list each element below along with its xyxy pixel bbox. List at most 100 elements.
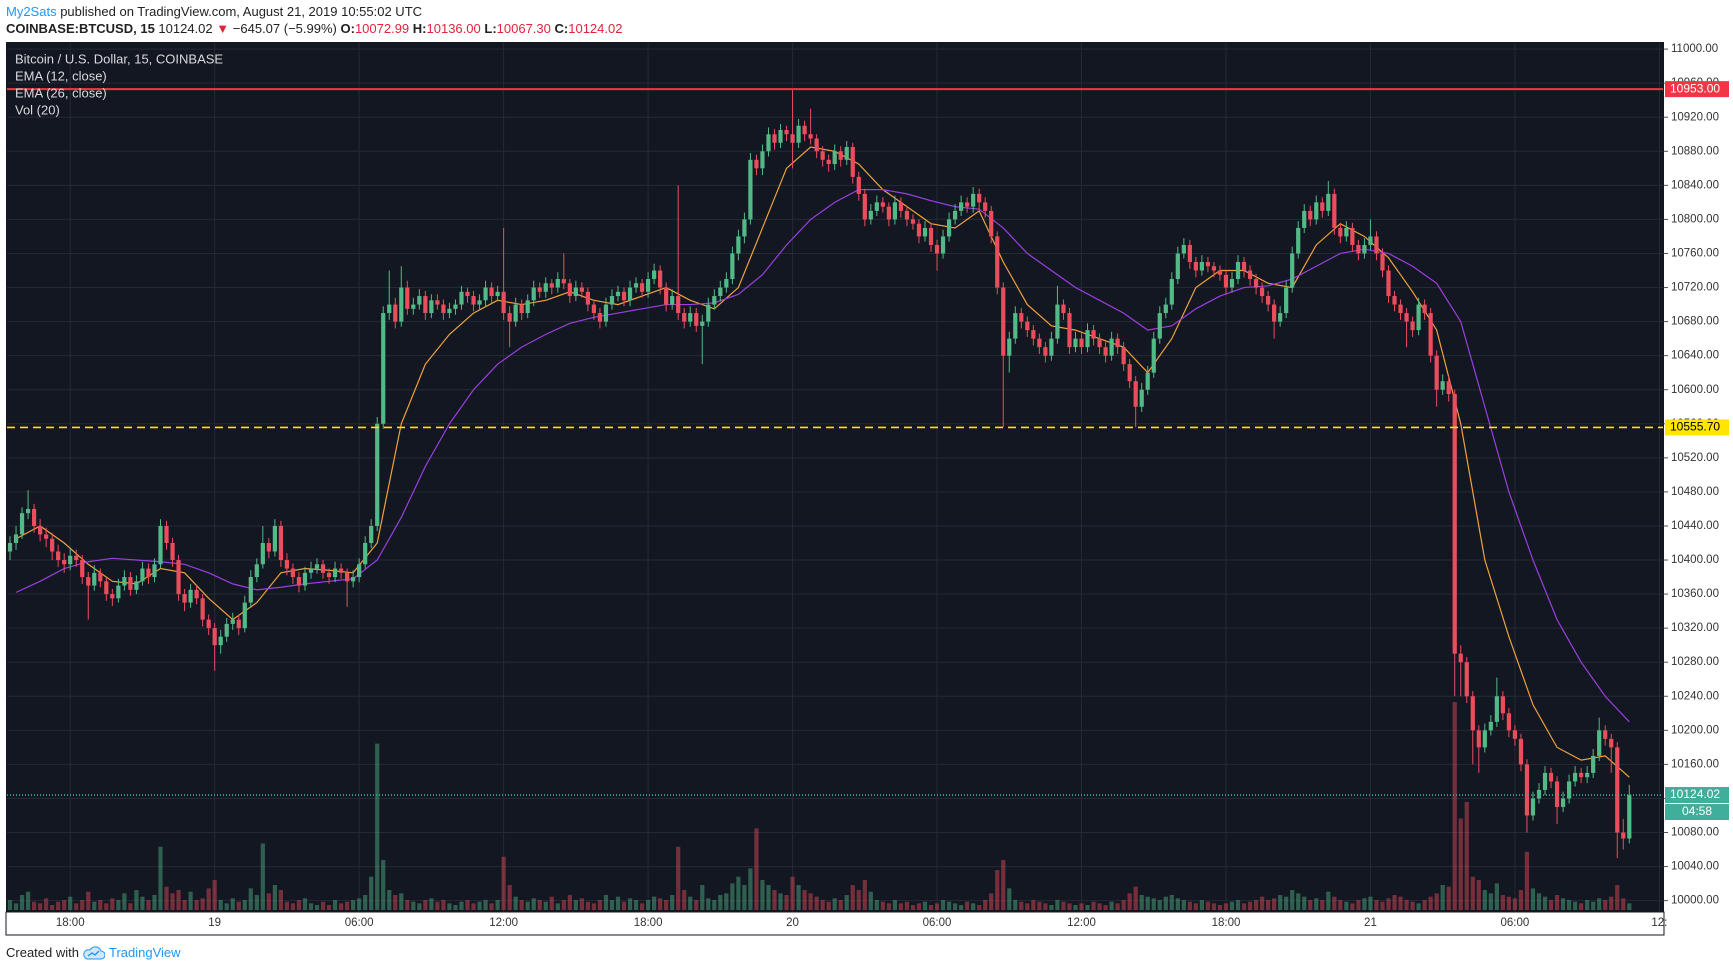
y-tick-label: 10760.00 [1671,248,1719,260]
candle-body [1049,338,1054,356]
price-label-bg [1665,81,1729,98]
volume-bar [1061,901,1066,910]
volume-bar [1296,893,1301,910]
volume-bar [423,900,428,910]
y-tick-label: 10680.00 [1671,316,1719,328]
volume-bar [405,900,410,910]
volume-bar [1145,896,1150,910]
candle-body [146,568,151,578]
volume-bar [1001,860,1006,910]
candle-body [585,291,591,305]
volume-bar [411,901,416,910]
footer-brand[interactable]: TradingView [108,945,181,960]
candle-body [1452,393,1457,654]
candle-body [995,236,1000,288]
volume-bar [1139,895,1144,910]
legend-title: Bitcoin / U.S. Dollar, 15, COINBASE [15,51,223,66]
volume-bar [549,896,554,910]
candle-body [1368,236,1373,245]
volume-bar [754,828,759,910]
candle-body [1121,347,1126,365]
candle-body [1290,253,1295,288]
volume-bar [910,905,916,910]
volume-bar [471,903,476,910]
candle-body [1398,304,1403,314]
candle-body [1579,772,1584,778]
candle-body [266,542,271,552]
volume-bar [977,905,982,910]
legend-ema12: EMA (12, close) [15,68,107,83]
volume-bar [345,901,350,910]
volume-bar [86,891,91,910]
y-tick-label: 10040.00 [1671,861,1719,873]
candle-body [1031,330,1036,339]
candle-body [1061,304,1066,314]
candle-body [814,138,819,152]
volume-bar [724,893,729,910]
volume-bar [68,896,73,910]
candle-body [19,513,25,535]
candle-body [50,538,55,552]
candle-body [338,568,344,573]
candle-body [1193,261,1198,271]
volume-bar [393,895,398,910]
x-tick-label: 18:00 [634,917,663,929]
volume-bar [802,890,807,910]
x-tick-label: 06:00 [345,917,374,929]
volume-bar [363,895,368,910]
x-tick-label: 18:00 [1212,917,1241,929]
volume-bar [1235,900,1241,910]
volume-bar [1055,900,1060,910]
axes: 10000.0010040.0010080.0010120.0010160.00… [56,43,1729,929]
candle-body [778,130,783,143]
header-line-2: COINBASE:BTCUSD, 15 10124.02 ▼ −645.07 (… [6,21,622,36]
volume-bar [1157,900,1162,910]
candle-body [1458,653,1463,663]
ohlc-key: C: [554,21,569,36]
candle-body [627,287,633,301]
volume-bar [1199,900,1205,910]
candle-body [501,291,506,314]
candle-body [808,134,813,139]
header-line-1: My2Sats published on TradingView.com, Au… [6,4,422,19]
volume-bar [736,876,741,910]
volume-bar [1434,893,1439,910]
volume-bar [1223,903,1229,910]
volume-bar [1121,900,1126,910]
candle-body [898,202,904,211]
chart: 10000.0010040.0010080.0010120.0010160.00… [5,42,1729,936]
candle-body [664,287,669,305]
volume-bar [1019,901,1024,910]
volume-bar [621,901,627,910]
ohlc-value: 10136.00 [426,21,481,36]
volume-bar [519,900,524,910]
candle-body [465,291,470,297]
candle-body [1308,210,1313,220]
volume-bar [1362,898,1367,910]
ohlc-value: 10072.99 [354,21,410,36]
x-tick-label: 12: [1651,917,1667,929]
volume-bar [1476,880,1481,910]
candle-body [1175,253,1180,280]
candle-body [760,151,765,169]
volume-bar [302,898,308,910]
volume-bar [832,898,837,910]
candle-body [1386,270,1391,297]
author[interactable]: My2Sats [6,4,57,19]
candle-body [453,304,458,309]
candle-body [928,227,934,245]
volume-bar [19,895,25,910]
candle-body [116,585,121,599]
candle-body [278,525,283,561]
x-tick-label: 12:00 [489,917,518,929]
volume-bar [1458,818,1463,910]
volume-bar [664,900,669,910]
candle-body [1229,279,1235,288]
volume-bar [1356,900,1361,910]
volume-bar [1091,901,1096,910]
volume-bar [652,896,657,910]
volume-bar [959,905,964,910]
candle-body [248,577,253,603]
candle-body [658,270,663,288]
volume-bar [585,901,591,910]
